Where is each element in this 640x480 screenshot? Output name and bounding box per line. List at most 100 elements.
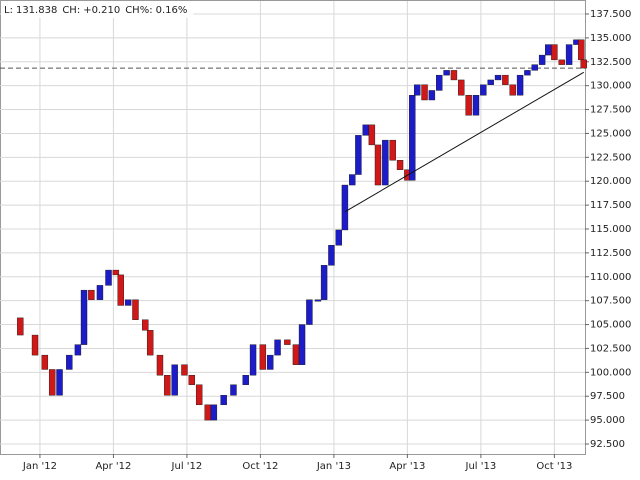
price-bar (220, 395, 227, 406)
price-bar (181, 364, 188, 376)
price-bar (146, 330, 154, 356)
y-tick-label: 92.500 (590, 439, 625, 450)
price-bar (450, 70, 458, 81)
x-tick-label: Oct '13 (536, 461, 572, 472)
y-tick-label: 130.000 (590, 81, 631, 92)
x-tick-label: Jan '12 (22, 461, 57, 472)
price-bar (565, 44, 573, 65)
price-bar (188, 375, 196, 385)
price-bar (465, 95, 472, 116)
price-bar (362, 124, 369, 136)
price-bar (436, 74, 443, 91)
price-bar (349, 174, 356, 186)
price-bar (80, 289, 88, 345)
price-bar (132, 299, 139, 320)
price-bar (306, 299, 313, 325)
price-bar (421, 84, 428, 101)
quote-background (1, 1, 194, 18)
price-bar (298, 324, 306, 365)
quote-label: CH%: (125, 5, 152, 16)
y-tick-label: 122.500 (590, 152, 631, 163)
price-bar (409, 95, 416, 181)
price-bar (355, 135, 362, 175)
plot-frame (0, 0, 586, 455)
price-bar (320, 265, 328, 300)
price-bar (259, 344, 267, 370)
price-bar (56, 369, 63, 396)
price-bar (551, 44, 558, 61)
price-bar (195, 384, 203, 406)
price-bar (274, 339, 281, 356)
price-bar (524, 70, 531, 76)
y-tick-label: 115.000 (590, 224, 631, 235)
price-bar (545, 44, 552, 56)
y-tick-label: 102.500 (590, 343, 631, 354)
price-bar (382, 139, 389, 186)
price-bar (538, 54, 546, 65)
price-bar (171, 364, 178, 396)
price-bar (443, 70, 450, 76)
trendline (344, 71, 585, 213)
y-tick-label: 105.000 (590, 320, 631, 331)
x-tick-label: Jul '12 (171, 461, 203, 472)
price-bar (389, 139, 396, 161)
price-bar (48, 369, 56, 396)
y-tick-label: 107.500 (590, 296, 631, 307)
price-bar (164, 375, 171, 396)
quote-value: 0.16% (156, 5, 188, 16)
price-bar (41, 354, 49, 370)
price-bar (458, 79, 465, 96)
y-tick-label: 97.500 (590, 391, 625, 402)
price-bar (142, 319, 149, 331)
price-bar (428, 90, 436, 101)
x-tick-label: Apr '12 (95, 461, 131, 472)
price-bar (413, 84, 421, 96)
price-bar (509, 84, 516, 96)
price-bar (242, 375, 249, 385)
y-tick-label: 100.000 (590, 367, 631, 378)
price-bar (156, 354, 164, 376)
y-tick-label: 117.500 (590, 200, 631, 211)
price-bar (210, 404, 218, 421)
y-tick-label: 95.000 (590, 415, 625, 426)
y-tick-label: 110.000 (590, 272, 631, 283)
x-tick-label: Jan '13 (316, 461, 351, 472)
x-tick-label: Jul '13 (465, 461, 497, 472)
price-bar (284, 339, 291, 345)
price-bar (292, 344, 300, 365)
price-bar (328, 245, 335, 266)
price-bar (124, 299, 132, 306)
price-bar (74, 344, 82, 356)
price-bar (472, 95, 480, 116)
price-bar (341, 184, 349, 231)
price-bar (31, 334, 39, 356)
y-tick-label: 135.000 (590, 33, 631, 44)
quote-label: L: (4, 5, 13, 16)
x-tick-label: Oct '12 (242, 461, 278, 472)
price-bar (230, 384, 237, 396)
price-bar (368, 124, 376, 146)
price-bar (267, 354, 274, 370)
price-bar (516, 74, 524, 96)
price-bar (17, 317, 24, 336)
x-tick-label: Apr '13 (389, 461, 425, 472)
price-bar (112, 269, 120, 276)
price-bar (105, 269, 112, 286)
quote-value: +0.210 (83, 5, 120, 16)
price-bar (117, 274, 124, 306)
price-bar (314, 299, 322, 302)
y-tick-label: 112.500 (590, 248, 631, 259)
price-bar (487, 79, 494, 85)
price-bar (502, 74, 509, 85)
price-bar (66, 354, 73, 370)
y-tick-label: 125.000 (590, 128, 631, 139)
quote-value: 131.838 (16, 5, 57, 16)
price-bar (494, 74, 502, 81)
y-tick-label: 137.500 (590, 9, 631, 20)
price-bar (558, 59, 565, 65)
price-bar (396, 159, 404, 170)
price-bar (480, 84, 487, 96)
price-bar (374, 144, 382, 186)
price-bar (249, 344, 257, 376)
